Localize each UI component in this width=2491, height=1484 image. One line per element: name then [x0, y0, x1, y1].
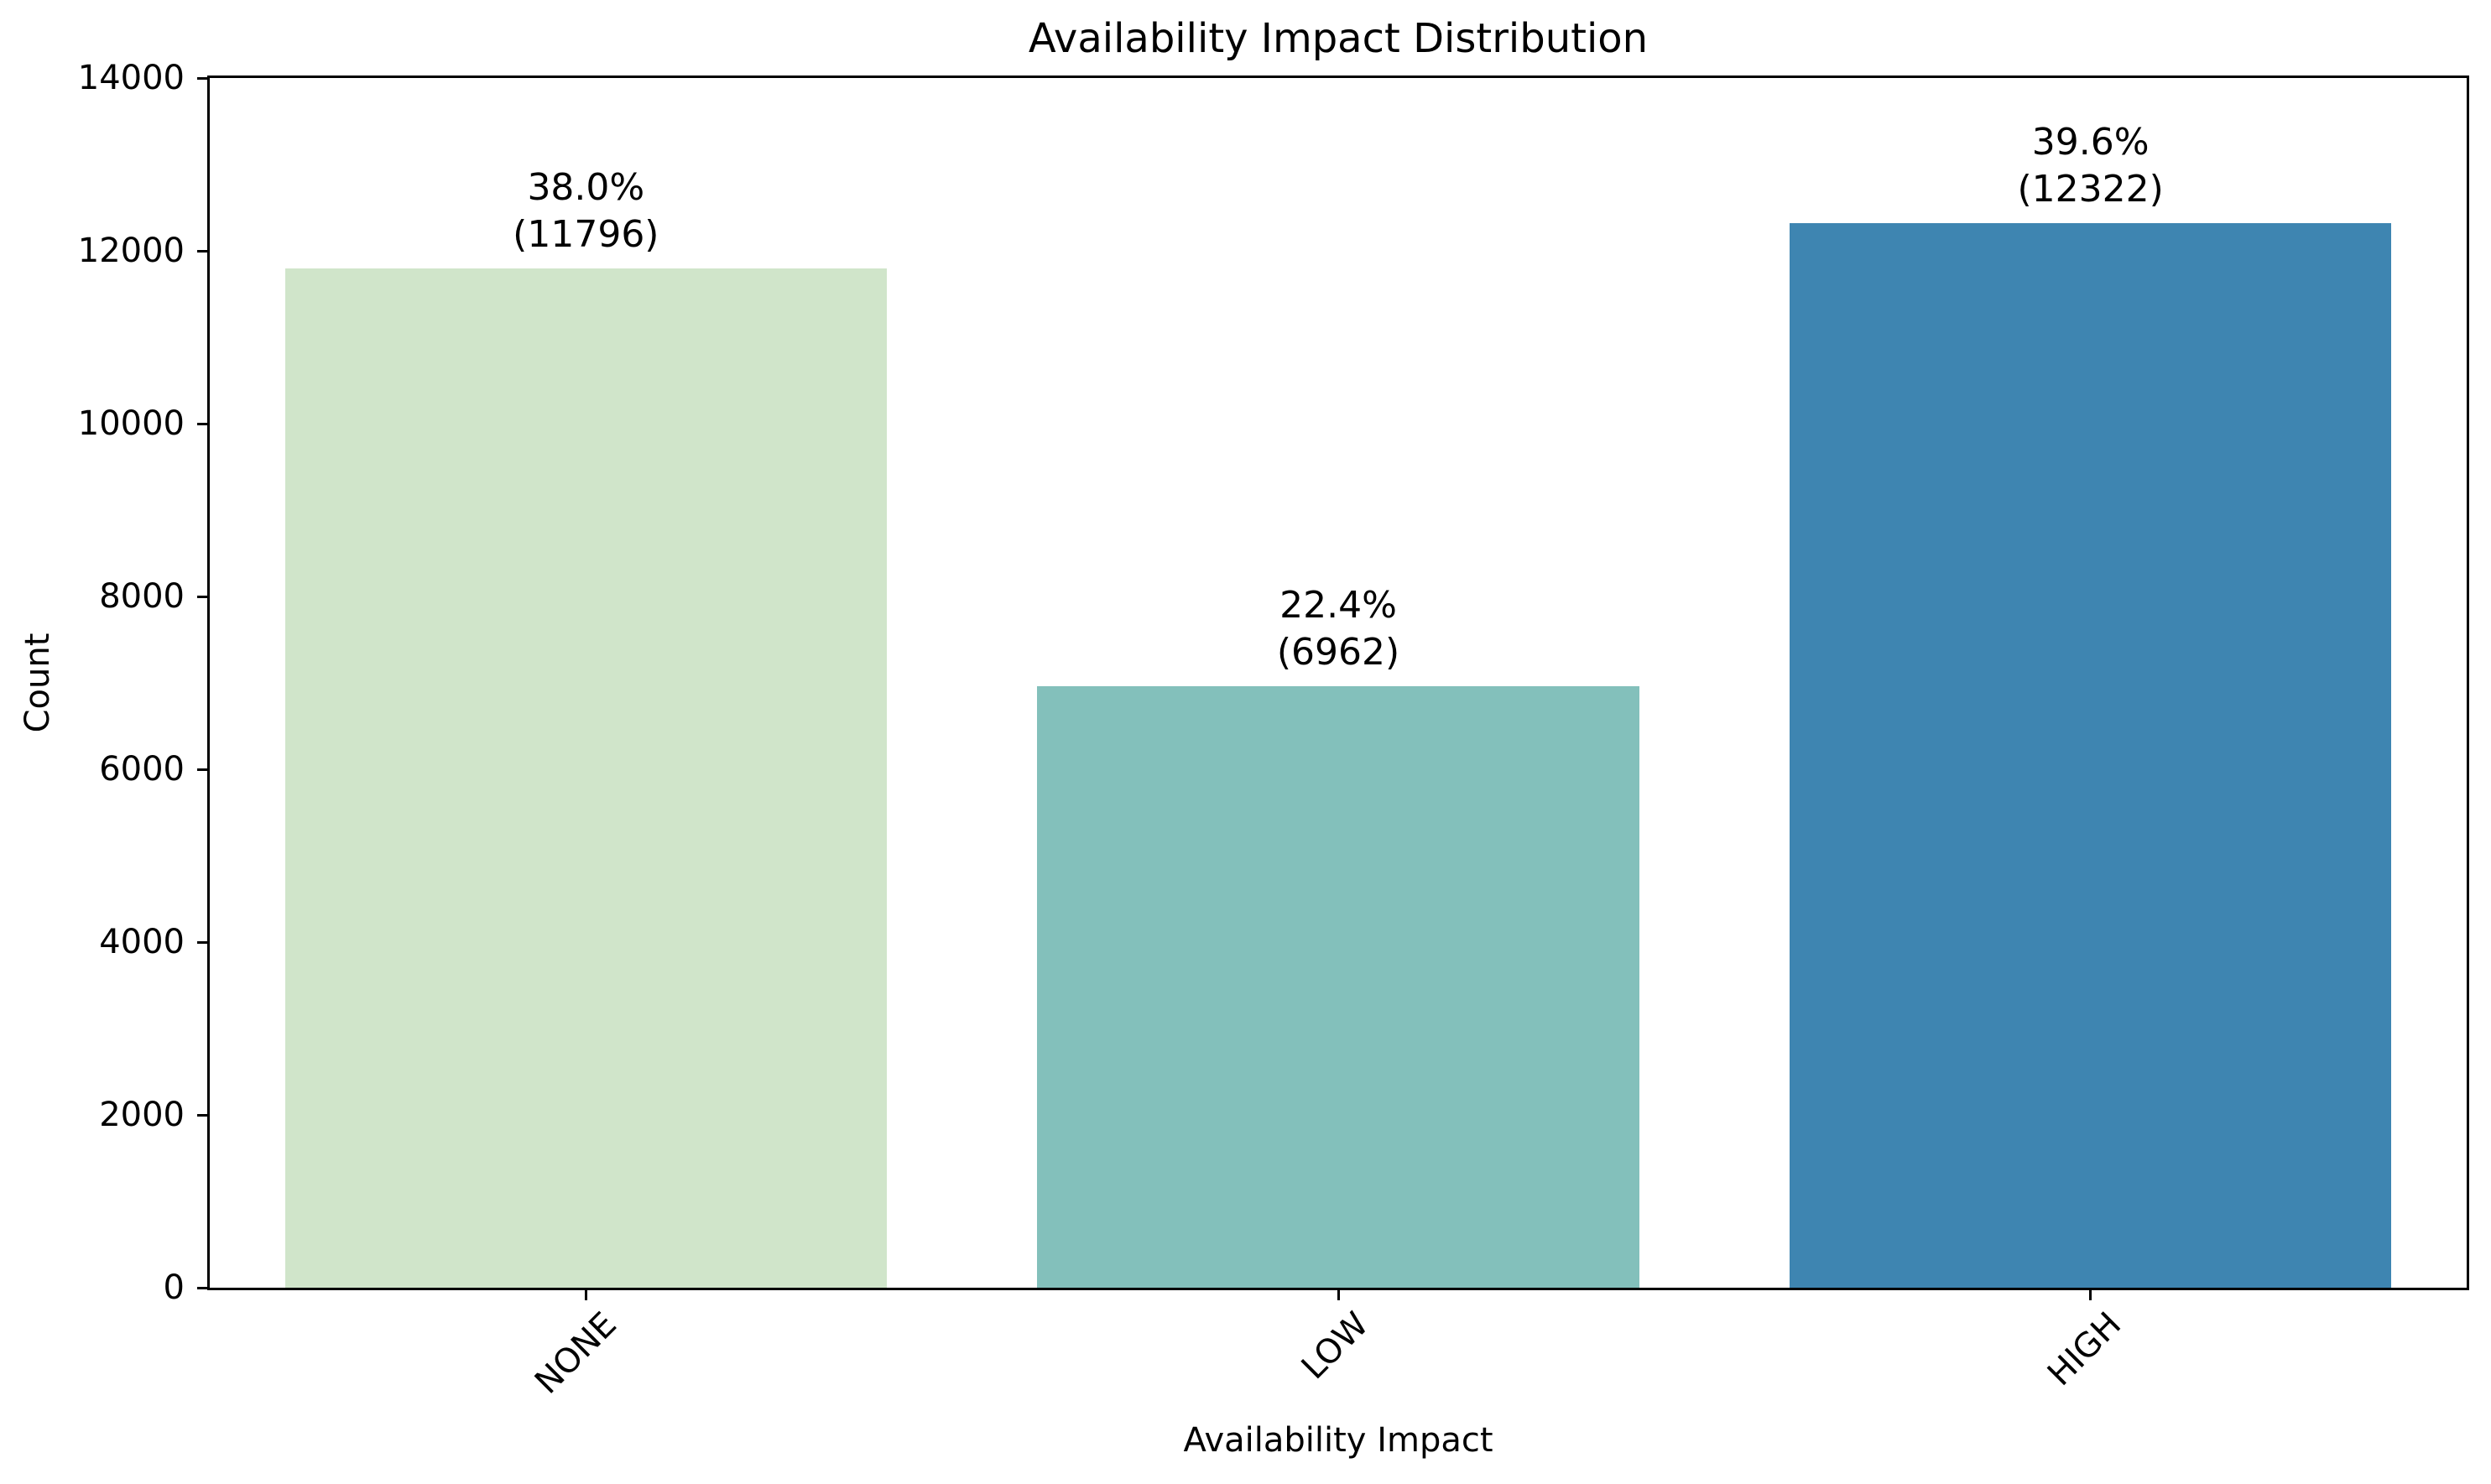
x-tick-mark: [2089, 1288, 2092, 1300]
y-tick-mark: [197, 768, 210, 771]
y-tick-mark: [197, 249, 210, 253]
bar-annotation-percent: 38.0%: [527, 166, 645, 209]
y-tick-mark: [197, 595, 210, 598]
x-tick-label: LOW: [1294, 1304, 1377, 1388]
bar-annotation: 22.4% (6962): [1045, 582, 1632, 676]
bar: [284, 268, 887, 1288]
chart-title: Availability Impact Distribution: [1028, 15, 1649, 62]
x-tick-label: NONE: [527, 1304, 624, 1402]
y-tick-label: 2000: [99, 1096, 185, 1134]
x-axis-label: Availability Impact: [1183, 1421, 1493, 1460]
y-tick-label: 6000: [99, 750, 185, 789]
y-tick-mark: [197, 940, 210, 944]
bar-annotation-percent: 39.6%: [2031, 120, 2150, 164]
bar-annotation: 39.6% (12322): [1797, 119, 2384, 213]
bar: [1790, 222, 2392, 1288]
y-tick-label: 8000: [99, 577, 185, 616]
bar-annotation: 38.0% (11796): [292, 164, 879, 258]
y-tick-label: 12000: [77, 232, 185, 270]
x-tick-mark: [1337, 1288, 1340, 1300]
bar-annotation-count: (6962): [1276, 630, 1400, 674]
bar: [1037, 685, 1639, 1288]
y-tick-label: 14000: [77, 59, 185, 97]
y-tick-mark: [197, 1113, 210, 1117]
y-tick-label: 10000: [77, 404, 185, 443]
y-tick-mark: [197, 76, 210, 80]
y-tick-mark: [197, 422, 210, 425]
bar-annotation-count: (12322): [2017, 167, 2164, 211]
y-tick-label: 4000: [99, 923, 185, 961]
x-tick-label: HIGH: [2040, 1304, 2129, 1394]
bar-annotation-count: (11796): [513, 213, 659, 256]
x-tick-mark: [584, 1288, 587, 1300]
bar-annotation-percent: 22.4%: [1279, 583, 1397, 627]
y-axis-label: Count: [18, 633, 57, 733]
y-tick-mark: [197, 1286, 210, 1289]
y-tick-label: 0: [163, 1268, 185, 1307]
